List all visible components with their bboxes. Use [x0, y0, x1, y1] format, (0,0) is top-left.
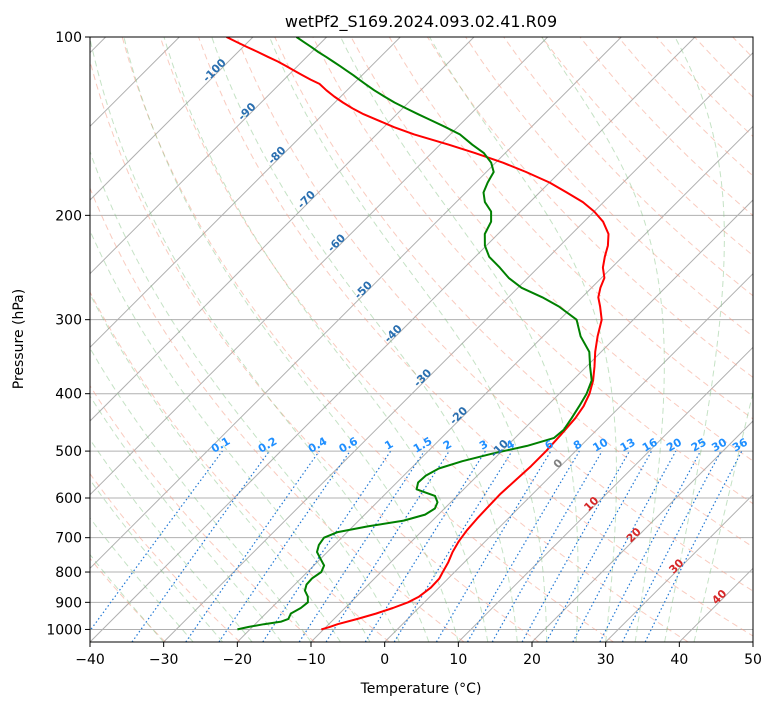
dry-adiabat-line [121, 37, 614, 642]
y-axis: 1000 900 800 700 600 500 400 300 200 100 [46, 30, 90, 638]
isotherm-line [90, 37, 622, 570]
y-tick-label: 100 [55, 30, 82, 46]
x-tick-label: −40 [75, 652, 105, 668]
x-tick-label: −20 [223, 652, 253, 668]
dry-adiabat-line [426, 37, 753, 378]
x-tick-label: 30 [597, 652, 615, 668]
dewpoint-profile-line [237, 37, 593, 631]
moist-adiabat-line [123, 37, 459, 642]
y-tick-label: 400 [55, 387, 82, 403]
moist-adiabat-line [90, 395, 282, 642]
dry-adiabats [90, 37, 753, 642]
dry-adiabat-line [274, 37, 753, 548]
moist-adiabat-line [90, 150, 400, 642]
dry-adiabat-line [350, 37, 753, 462]
x-tick-label: −10 [296, 652, 326, 668]
isotherm-line [90, 37, 254, 201]
x-tick-label: 50 [744, 652, 762, 668]
moist-adiabat-line [90, 553, 165, 642]
y-tick-label: 300 [55, 313, 82, 329]
y-tick-label: 600 [55, 491, 82, 507]
moist-adiabat-line [90, 229, 371, 642]
moist-adiabat-line [429, 37, 617, 642]
moist-adiabat-line [90, 293, 341, 642]
y-axis-label: Pressure (hPa) [11, 289, 27, 389]
profile-series [226, 37, 610, 631]
mixing-ratio-line [218, 450, 351, 642]
plot-frame [89, 36, 754, 643]
mixing-ratio-line [325, 450, 450, 642]
moist-adiabat-line [340, 37, 579, 642]
moist-adiabat-line [693, 390, 753, 642]
x-tick-label: −30 [149, 652, 179, 668]
isotherm-line [236, 125, 753, 642]
mixing-ratio-line [298, 450, 425, 642]
mixing-ratio-line [185, 450, 320, 642]
x-tick-label: 40 [670, 652, 688, 668]
y-tick-label: 700 [55, 531, 82, 547]
dry-adiabat-line [388, 37, 753, 420]
isotherm-line [163, 51, 753, 642]
isotherm-line [90, 37, 328, 275]
isotherm-line [310, 199, 753, 642]
isotherm-line [384, 272, 753, 642]
y-tick-label: 500 [55, 444, 82, 460]
isotherm-line [90, 37, 401, 349]
chart-title: wetPf2_S169.2024.093.02.41.R09 [285, 12, 557, 32]
dry-adiabat-line [90, 384, 316, 642]
mixing-ratio-line [521, 450, 631, 642]
y-tick-label: 800 [55, 565, 82, 581]
dry-adiabat-line [465, 37, 753, 338]
moist-adiabat-line [269, 37, 548, 642]
dry-adiabat-line [503, 37, 753, 297]
moist-adiabat-line [541, 37, 665, 642]
mixing-ratio-line [393, 450, 513, 642]
dry-adiabat-line [236, 37, 753, 592]
x-tick-label: 0 [380, 652, 389, 668]
grid-layer [90, 37, 753, 642]
mixing-ratio-line [131, 450, 270, 642]
isotherm-line [457, 346, 753, 642]
mixing-ratio-line [90, 450, 223, 632]
mixing-ratio-line [262, 450, 392, 642]
moist-adiabat-line [90, 479, 223, 642]
mixing-ratio-lines [90, 450, 743, 642]
x-tick-label: 10 [449, 652, 467, 668]
isotherm-line [605, 493, 753, 642]
x-axis: −40 −30 −20 −10 0 10 20 30 40 50 [75, 642, 762, 668]
dry-adiabat-line [159, 37, 689, 642]
isotherm-line [531, 420, 753, 642]
x-axis-label: Temperature (°C) [360, 681, 482, 697]
dry-adiabat-line [312, 37, 753, 505]
moist-adiabat-line [211, 37, 518, 642]
mixing-ratio-line [545, 450, 653, 642]
moist-adiabat-line [90, 517, 194, 642]
dry-adiabat-line [198, 37, 753, 637]
moist-adiabat-line [664, 37, 725, 642]
dry-adiabat-line [90, 472, 241, 642]
moist-adiabat-line [90, 438, 253, 642]
dry-adiabat-line [90, 59, 540, 642]
dry-adiabat-line [90, 186, 465, 642]
mixing-ratio-line [644, 450, 743, 642]
isotherm-line [90, 37, 696, 642]
isotherm-line [90, 37, 475, 422]
moist-adiabat-line [90, 347, 312, 642]
y-tick-label: 1000 [46, 622, 82, 638]
isotherm-line [90, 37, 549, 496]
y-tick-label: 200 [55, 208, 82, 224]
temperature-profile-line [226, 37, 610, 631]
dry-adiabat-line [90, 291, 390, 642]
plot-area: 0.1 0.2 0.4 0.6 1 1.5 2 3 4 6 8 10 13 16 20 25 30 36-100-… [90, 37, 753, 642]
y-tick-label: 900 [55, 595, 82, 611]
moist-adiabats [90, 37, 753, 642]
mixing-ratio-line [572, 450, 677, 642]
moist-adiabat-line [163, 37, 489, 642]
x-tick-label: 20 [523, 652, 541, 668]
